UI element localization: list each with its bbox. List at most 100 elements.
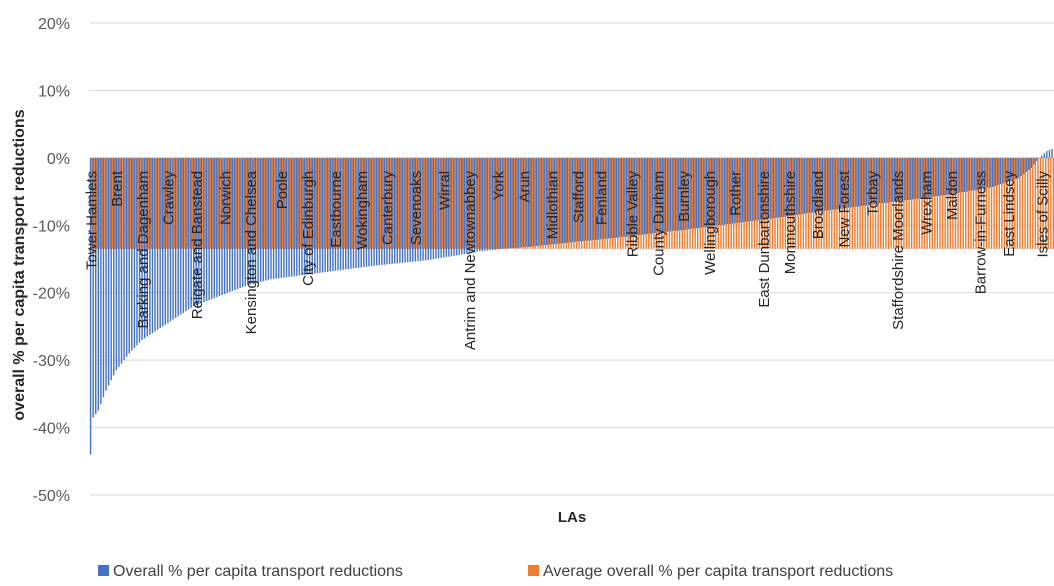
bar-overall [471, 157, 473, 253]
bar-overall [546, 157, 548, 245]
bar-average [467, 157, 470, 249]
bar-overall [149, 157, 151, 335]
bar-overall [618, 157, 620, 238]
bar-average [691, 157, 694, 249]
bar-overall [734, 157, 736, 224]
bar-average [483, 157, 485, 249]
bar-overall [785, 157, 788, 217]
bar-average [392, 157, 395, 249]
bar-average [954, 157, 957, 249]
bar-overall [729, 157, 731, 224]
bar-average [372, 157, 374, 249]
bar-average [959, 157, 962, 249]
bar-average [374, 157, 377, 249]
bar-average [248, 157, 250, 249]
bar-average [276, 157, 279, 249]
bar-average [364, 157, 366, 249]
bar-average [825, 157, 828, 249]
bar-average [343, 157, 346, 249]
bar-average [181, 157, 183, 249]
bar-overall [373, 157, 375, 266]
bar-overall [558, 157, 561, 244]
bar-overall [682, 157, 685, 231]
bar-overall [172, 157, 174, 320]
bar-overall [690, 157, 692, 229]
bar-overall [626, 157, 628, 237]
category-label: Stafford [570, 171, 587, 223]
bar-average [444, 157, 446, 249]
bar-overall [976, 157, 978, 190]
bar-average [635, 157, 637, 249]
bar-overall [1010, 157, 1012, 181]
legend-label-average: Average overall % per capita transport r… [543, 563, 893, 580]
bar-average [369, 157, 372, 249]
bar-overall [409, 157, 411, 262]
bar-average [168, 157, 171, 249]
bar-average [624, 157, 627, 249]
bar-average [1047, 157, 1049, 249]
bar-average [1021, 157, 1024, 249]
bar-overall [236, 157, 239, 290]
bar-average [895, 157, 897, 249]
bar-overall [613, 157, 615, 238]
bar-overall [515, 157, 517, 248]
bar-average [658, 157, 660, 249]
bar-average [109, 157, 111, 249]
bar-overall [695, 157, 698, 229]
bar-overall [747, 157, 749, 222]
bar-average [764, 157, 766, 249]
bar-overall [705, 157, 708, 227]
bar-average [132, 157, 134, 249]
bar-average [189, 157, 191, 249]
bar-overall [223, 157, 226, 295]
bar-overall [899, 157, 901, 202]
bar-average [588, 157, 591, 249]
category-label: County Durham [650, 171, 667, 276]
bar-overall [306, 157, 308, 275]
bar-average [215, 157, 217, 249]
bar-overall [533, 157, 535, 247]
bar-average [640, 157, 642, 249]
bar-overall [249, 157, 252, 285]
bar-average [611, 157, 614, 249]
bar-overall [275, 157, 277, 279]
category-label: Tower Hamlets [83, 171, 100, 270]
bar-average [880, 157, 882, 249]
y-axis-ticks: 20% 10% 0% -10% -20% -30% -40% -50% [33, 16, 70, 505]
bar-overall [904, 157, 906, 201]
bar-overall [888, 157, 891, 203]
bar-average [740, 157, 743, 249]
category-label: Maldon [944, 171, 961, 220]
bar-overall [958, 157, 960, 193]
bar-average [359, 157, 361, 249]
bar-average [872, 157, 874, 249]
bar-average [663, 157, 665, 249]
bar-overall [780, 157, 783, 218]
bar-overall [597, 157, 600, 240]
bar-overall [497, 157, 499, 250]
bar-overall [375, 157, 378, 266]
bar-overall [363, 157, 365, 268]
bar-average [648, 157, 650, 249]
category-label: Eastbourne [328, 171, 345, 248]
bar-overall [981, 157, 984, 189]
bar-overall [919, 157, 922, 199]
bar-average [178, 157, 181, 249]
bar-average [284, 157, 287, 249]
bar-overall [308, 157, 311, 275]
bar-average [704, 157, 707, 249]
bar-average [305, 157, 307, 249]
bar-average [282, 157, 284, 249]
bar-average [730, 157, 732, 249]
bar-overall [92, 157, 94, 418]
bar-overall [953, 157, 955, 194]
bar-overall [664, 157, 667, 232]
bar-overall [522, 157, 525, 248]
bar-average [539, 157, 542, 249]
bar-overall [118, 157, 120, 367]
bar-overall [182, 157, 185, 313]
bar-overall [383, 157, 386, 265]
bar-overall [138, 157, 141, 343]
bar-overall [357, 157, 360, 268]
bar-average [1019, 157, 1021, 249]
